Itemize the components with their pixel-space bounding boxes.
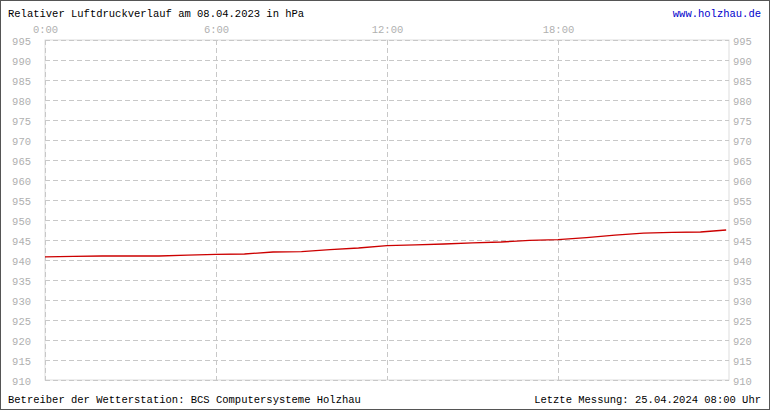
x-tick-label: 0:00 — [33, 24, 58, 36]
y-tick-label: 930 — [733, 296, 752, 308]
grid-line — [558, 40, 559, 380]
y-tick-label: 975 — [733, 116, 752, 128]
y-tick-label: 995 — [12, 36, 31, 48]
y-tick-label: 985 — [12, 76, 31, 88]
y-tick-label: 925 — [12, 316, 31, 328]
y-tick-label: 910 — [733, 376, 752, 388]
y-tick-label: 980 — [733, 96, 752, 108]
y-tick-label: 940 — [12, 256, 31, 268]
y-tick-label: 955 — [12, 196, 31, 208]
y-tick-label: 945 — [733, 236, 752, 248]
y-tick-label: 960 — [733, 176, 752, 188]
background — [1, 1, 770, 410]
footer-left: Betreiber der Wetterstation: BCS Compute… — [8, 394, 361, 406]
y-tick-label: 990 — [733, 56, 752, 68]
plot-area — [45, 230, 726, 257]
y-tick-label: 995 — [733, 36, 752, 48]
y-tick-label: 975 — [12, 116, 31, 128]
y-tick-label: 915 — [733, 356, 752, 368]
x-tick-label: 18:00 — [543, 24, 575, 36]
footer-right: Letzte Messung: 25.04.2024 08:00 Uhr — [534, 394, 761, 406]
y-tick-label: 990 — [12, 56, 31, 68]
y-tick-label: 955 — [733, 196, 752, 208]
y-tick-label: 910 — [12, 376, 31, 388]
y-tick-label: 935 — [12, 276, 31, 288]
grid-line — [387, 40, 388, 380]
y-tick-label: 965 — [733, 156, 752, 168]
source-link: www.holzhau.de — [673, 8, 761, 20]
grid-line — [45, 40, 46, 380]
y-tick-label: 930 — [12, 296, 31, 308]
y-tick-label: 960 — [12, 176, 31, 188]
y-tick-label: 985 — [733, 76, 752, 88]
grid-line — [216, 40, 217, 380]
pressure-line — [45, 230, 726, 257]
y-tick-label: 950 — [733, 216, 752, 228]
y-tick-label: 935 — [733, 276, 752, 288]
y-tick-label: 915 — [12, 356, 31, 368]
y-tick-label: 970 — [12, 136, 31, 148]
y-tick-label: 970 — [733, 136, 752, 148]
x-tick-label: 12:00 — [372, 24, 404, 36]
x-tick-label: 6:00 — [204, 24, 229, 36]
title: Relativer Luftdruckverlauf am 08.04.2023… — [8, 8, 304, 20]
y-tick-label: 980 — [12, 96, 31, 108]
y-tick-label: 925 — [733, 316, 752, 328]
grid-line — [45, 380, 729, 381]
y-tick-label: 945 — [12, 236, 31, 248]
y-tick-label: 940 — [733, 256, 752, 268]
plot-frame — [45, 40, 729, 380]
y-tick-label: 965 — [12, 156, 31, 168]
y-tick-label: 920 — [12, 336, 31, 348]
y-tick-label: 920 — [733, 336, 752, 348]
y-tick-label: 950 — [12, 216, 31, 228]
